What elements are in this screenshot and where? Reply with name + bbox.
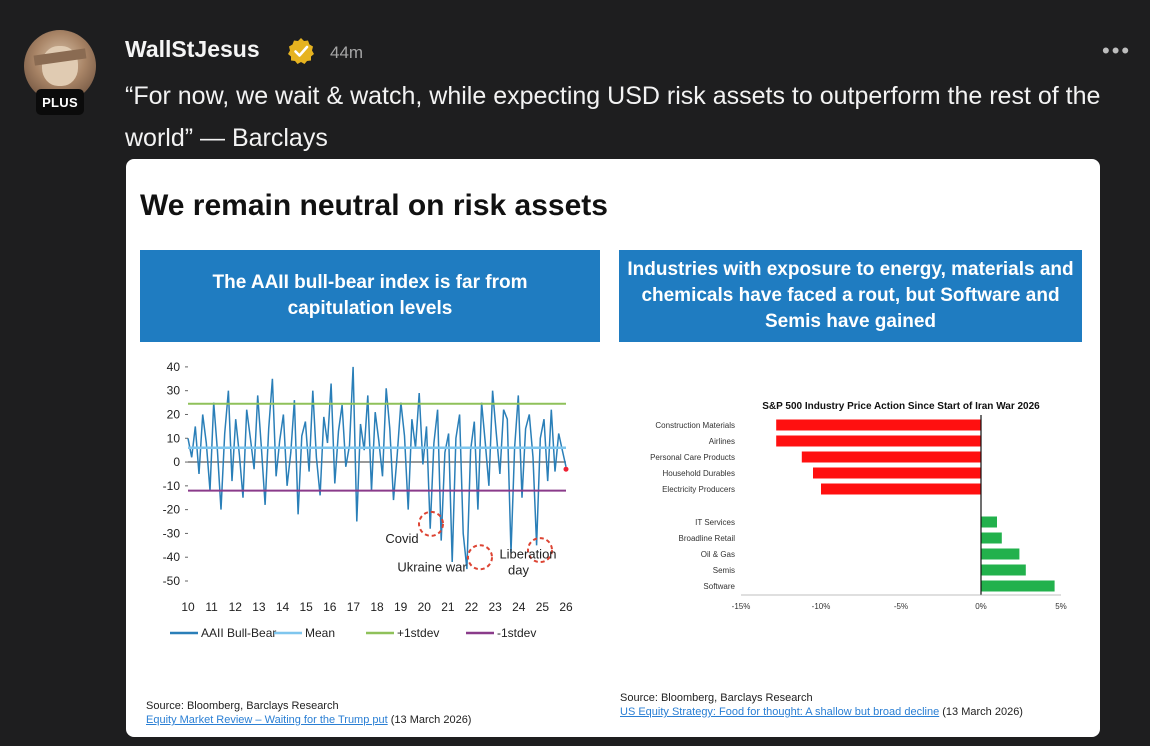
left-source: Source: Bloomberg, Barclays Research Equ… [146,699,471,727]
category-label: Broadline Retail [679,534,736,543]
verified-icon [288,38,314,64]
legend-label: -1stdev [497,626,536,640]
x-tick-label: 11 [205,600,218,614]
x-tick-label: 16 [323,600,337,614]
category-label: Airlines [709,437,735,446]
x-tick-label: -15% [732,602,751,611]
x-tick-label: 12 [229,600,243,614]
y-tick-label: -10 [163,479,181,493]
bar-semis [981,564,1026,576]
category-label: Household Durables [663,469,736,478]
annotation-label: Ukraine war [397,559,467,574]
post-text: “For now, we wait & watch, while expecti… [125,82,1101,152]
category-label: Personal Care Products [650,453,735,462]
bar-airlines [776,435,981,447]
bar-chart-title: S&P 500 Industry Price Action Since Star… [762,401,1040,412]
bar-software [981,580,1055,592]
y-tick-label: 30 [167,384,181,398]
x-tick-label: 21 [441,600,455,614]
x-tick-label: 13 [252,600,266,614]
x-tick-label: 20 [418,600,432,614]
x-tick-label: -5% [894,602,908,611]
right-source-link[interactable]: US Equity Strategy: Food for thought: A … [620,706,940,718]
bar-personal-care-products [801,451,981,463]
right-banner: Industries with exposure to energy, mate… [619,250,1082,342]
y-tick-label: 20 [167,407,181,421]
annotation-label: day [508,563,529,578]
category-label: Construction Materials [655,421,735,430]
y-tick-label: 10 [167,431,181,445]
left-source-date: (13 March 2026) [390,714,472,726]
x-tick-label: 0% [975,602,987,611]
y-tick-label: -30 [163,526,181,540]
category-label: Semis [713,566,735,575]
left-banner: The AAII bull-bear index is far from cap… [140,250,600,342]
y-tick-label: -50 [163,574,181,588]
bar-oil-gas [981,548,1020,560]
bar-it-services [981,516,997,528]
x-tick-label: 26 [559,600,573,614]
bar-household-durables [813,467,981,479]
left-source-line: Source: Bloomberg, Barclays Research [146,700,339,712]
bar-construction-materials [776,419,981,431]
x-tick-label: 5% [1055,602,1067,611]
category-label: Oil & Gas [701,550,735,559]
x-tick-label: 23 [488,600,502,614]
x-tick-label: 24 [512,600,526,614]
x-tick-label: -10% [812,602,831,611]
annotation-circle [467,544,493,571]
author-name[interactable]: WallStJesus [125,36,260,62]
more-options-icon[interactable]: ••• [1102,38,1132,63]
x-tick-label: 22 [465,600,479,614]
x-tick-label: 19 [394,600,408,614]
bar-broadline-retail [981,532,1002,544]
category-label: Electricity Producers [662,485,735,494]
right-source-date: (13 March 2026) [942,706,1023,718]
series-aaii-bull-bear [187,366,567,570]
bar-electricity-producers [821,483,981,495]
post-time: 44m [330,43,364,62]
annotation-label: Liberation [499,547,556,562]
legend-label: Mean [305,626,335,640]
x-tick-label: 15 [299,600,313,614]
x-tick-label: 10 [181,600,195,614]
industry-bar-chart: S&P 500 Industry Price Action Since Star… [650,401,1067,611]
y-tick-label: 40 [167,360,181,374]
annotation-label: Covid [385,531,418,546]
legend-label: +1stdev [397,626,439,640]
card-title: We remain neutral on risk assets [140,189,608,222]
x-tick-label: 18 [370,600,384,614]
right-source-line: Source: Bloomberg, Barclays Research [620,692,813,704]
category-label: IT Services [695,518,735,527]
last-value-marker [563,466,569,472]
x-tick-label: 25 [536,600,550,614]
y-tick-label: -20 [163,503,181,517]
left-source-link[interactable]: Equity Market Review – Waiting for the T… [146,714,388,726]
category-label: Software [703,582,735,591]
plus-badge: PLUS [36,89,84,115]
annotation-circle [418,510,444,537]
y-tick-label: -40 [163,550,181,564]
post-image[interactable]: We remain neutral on risk assets The AAI… [126,159,1100,737]
x-tick-label: 17 [347,600,361,614]
right-source: Source: Bloomberg, Barclays Research US … [620,691,1023,719]
y-tick-label: 0 [173,455,180,469]
x-tick-label: 14 [276,600,290,614]
legend-label: AAII Bull-Bear [201,626,276,640]
